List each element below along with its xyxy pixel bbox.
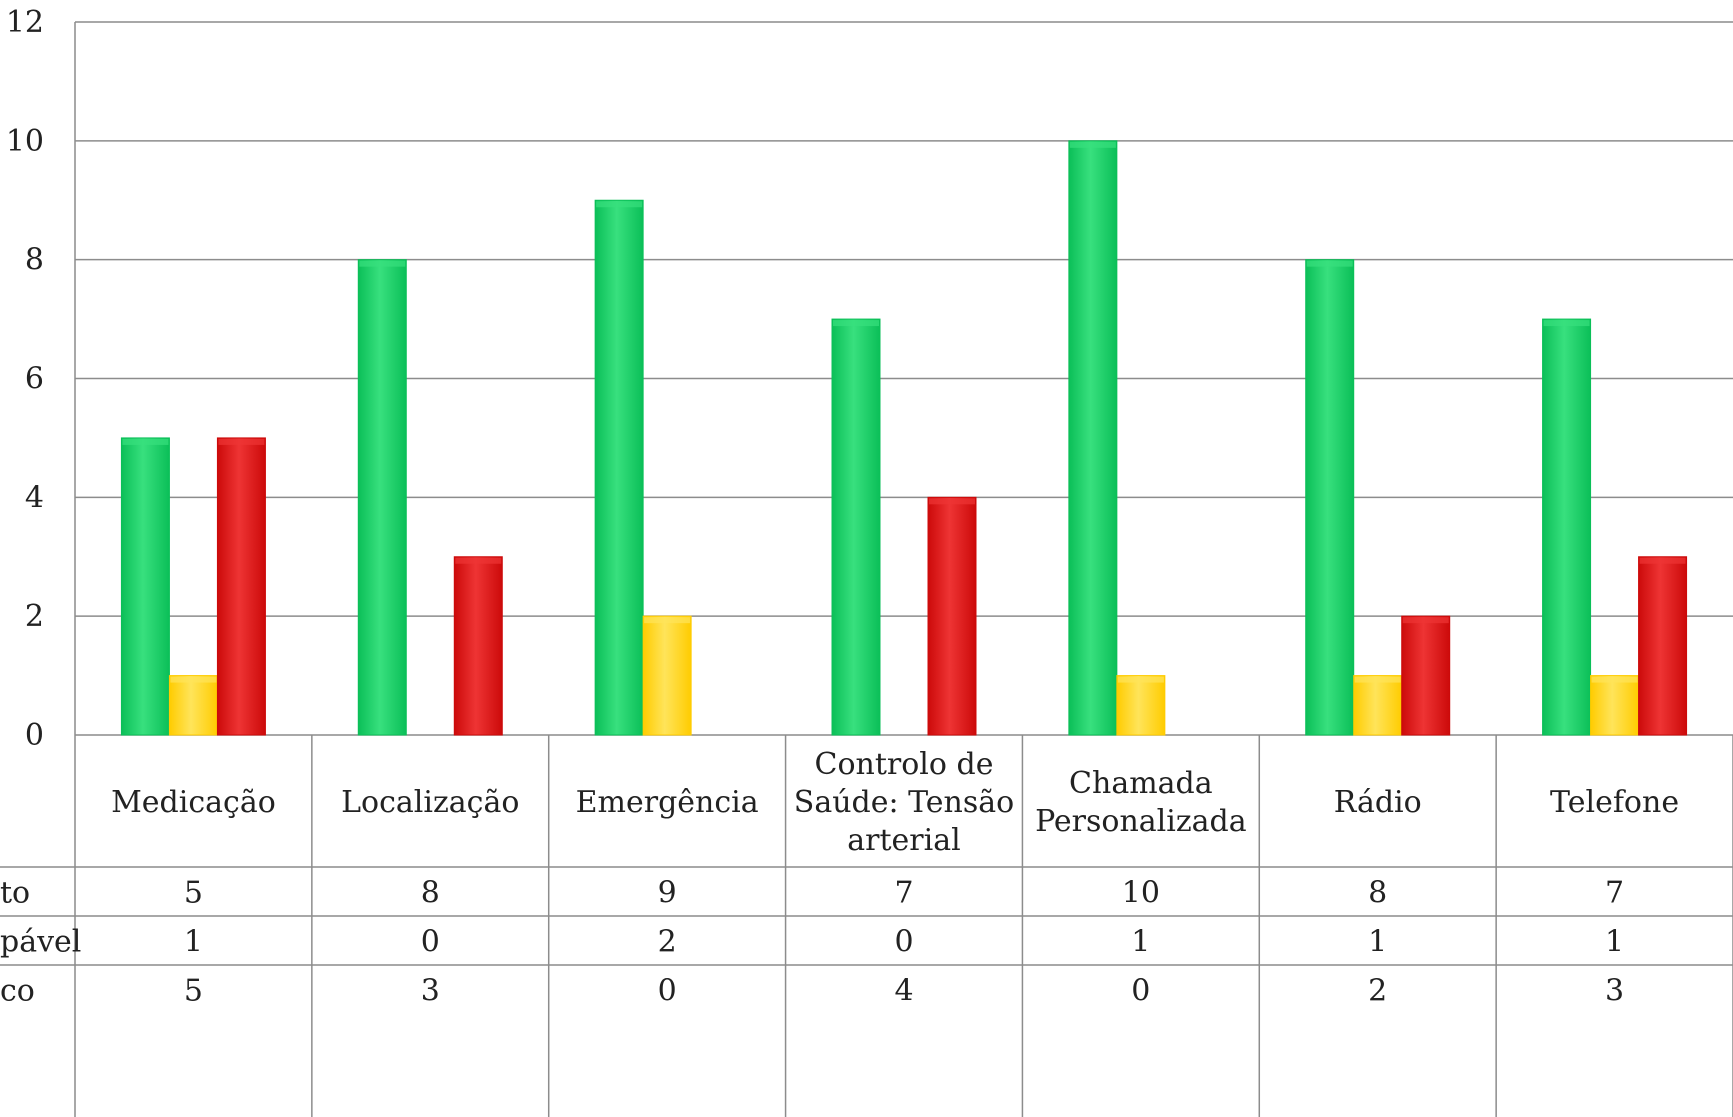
bar-cap xyxy=(1591,676,1638,683)
table-cell-value: 3 xyxy=(421,974,440,1009)
y-tick-label: 8 xyxy=(25,243,44,278)
table-cell-value: 1 xyxy=(1605,925,1624,960)
table-cell-value: 1 xyxy=(1131,925,1150,960)
bar-series-0 xyxy=(357,259,407,736)
table-cell-value: 4 xyxy=(894,974,913,1009)
bar-series-0 xyxy=(1068,140,1118,736)
series-name-label: to xyxy=(0,876,30,911)
bar-series-0 xyxy=(1542,318,1592,736)
bar-series-2 xyxy=(216,437,266,736)
grid-layer xyxy=(75,21,1733,736)
bar-series-1 xyxy=(1116,675,1166,736)
bar-series-0 xyxy=(120,437,170,736)
table-cell-value: 0 xyxy=(894,925,913,960)
bar-cap xyxy=(1543,320,1590,327)
series-name-label: co xyxy=(0,974,35,1009)
bar-cap xyxy=(833,320,879,327)
bar-cap xyxy=(1402,617,1449,624)
table-cell-value: 5 xyxy=(184,974,203,1009)
bar-cap xyxy=(359,260,406,267)
table-cell-value: 10 xyxy=(1122,876,1160,911)
table-cell-value: 0 xyxy=(421,925,440,960)
y-tick-label: 12 xyxy=(6,5,44,40)
y-tick-label: 10 xyxy=(6,124,44,159)
table-cell-value: 2 xyxy=(658,925,677,960)
axis-layer: 0 2 4 6 8 10 12 xyxy=(6,5,76,753)
data-table: Medicação Localização Emergência Controlo d… xyxy=(0,735,1733,1117)
y-tick-label: 2 xyxy=(25,599,44,634)
x-category-label: Controlo de Saúde: Tensão arterial xyxy=(794,747,1014,858)
bar-series-0 xyxy=(831,318,881,736)
series-name-label: pável xyxy=(0,925,81,960)
bar-cap xyxy=(644,617,691,624)
x-category-label: Localização xyxy=(341,785,519,820)
bar-cap xyxy=(1069,141,1116,148)
bar-series-1 xyxy=(1353,675,1403,736)
table-cell-value: 9 xyxy=(658,876,677,911)
bar-cap xyxy=(929,498,975,505)
bar-series-2 xyxy=(1638,556,1688,736)
table-cell-value: 8 xyxy=(421,876,440,911)
x-category-label: Rádio xyxy=(1334,785,1422,820)
bar-cap xyxy=(170,676,217,683)
x-category-label: Emergência xyxy=(576,785,759,820)
bar-series-2 xyxy=(1401,615,1451,736)
table-cell-value: 7 xyxy=(1605,876,1624,911)
y-tick-label: 6 xyxy=(25,362,44,397)
bar-cap xyxy=(1639,557,1686,564)
table-cell-value: 0 xyxy=(658,974,677,1009)
table-cell-value: 8 xyxy=(1368,876,1387,911)
bar-cap xyxy=(218,438,265,445)
table-cell-value: 3 xyxy=(1605,974,1624,1009)
bar-cap xyxy=(1306,260,1353,267)
bar-cap xyxy=(122,438,169,445)
x-category-label: Telefone xyxy=(1550,785,1679,820)
bars-layer xyxy=(120,140,1688,736)
bar-series-0 xyxy=(1305,259,1355,736)
bar-cap xyxy=(596,201,643,208)
table-cell-value: 7 xyxy=(894,876,913,911)
y-tick-label: 0 xyxy=(25,718,44,753)
y-tick-label: 4 xyxy=(25,480,44,515)
x-category-label: Chamada Personalizada xyxy=(1035,766,1247,839)
table-cell-value: 1 xyxy=(184,925,203,960)
table-cell-value: 2 xyxy=(1368,974,1387,1009)
bar-series-1 xyxy=(1590,675,1640,736)
table-cell-value: 1 xyxy=(1368,925,1387,960)
bar-cap xyxy=(455,557,502,564)
bar-series-2 xyxy=(927,496,977,736)
bar-series-2 xyxy=(453,556,503,736)
bar-cap xyxy=(1354,676,1401,683)
bar-cap xyxy=(1117,676,1164,683)
bar-series-0 xyxy=(594,199,644,736)
x-category-label: Medicação xyxy=(111,785,276,820)
table-cell-value: 5 xyxy=(184,876,203,911)
bar-series-1 xyxy=(642,615,692,736)
table-cell-value: 0 xyxy=(1131,974,1150,1009)
bar-series-1 xyxy=(168,675,218,736)
